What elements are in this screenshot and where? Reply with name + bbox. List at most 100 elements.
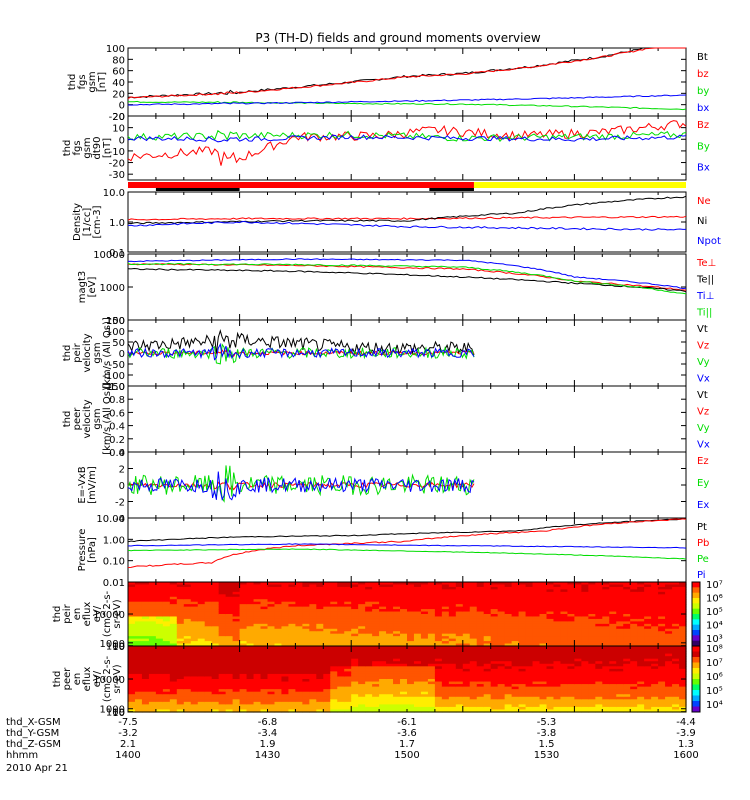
heatmap-cell [232,611,241,615]
heatmap-cell [455,636,464,640]
heatmap-cell [637,604,645,608]
heatmap-cell [546,679,555,683]
heatmap-cell [372,656,380,660]
heatmap-cell [511,648,520,652]
heatmap-cell [560,586,569,590]
heatmap-cell [211,636,220,640]
heatmap-cell [588,621,596,625]
heatmap-cell [413,614,422,618]
heatmap-cell [211,618,220,622]
heatmap-cell [665,628,673,632]
heatmap-cell [393,671,401,675]
heatmap-cell [351,696,359,700]
heatmap-cell [372,679,380,683]
heatmap-cell [365,696,373,700]
heatmap-cell [337,666,345,670]
heatmap-cell [476,599,485,603]
heatmap-cell [148,651,157,655]
heatmap-cell [274,599,283,603]
heatmap-cell [574,628,582,632]
heatmap-cell [658,582,666,586]
heatmap-cell [427,696,436,700]
heatmap-cell [309,701,317,705]
heatmap-cell [246,671,255,675]
heatmap-cell [386,646,394,650]
heatmap-cell [637,686,645,690]
heatmap-cell [295,582,303,586]
heatmap-cell [211,631,220,635]
y-axis-label-line: Pressure [77,529,88,572]
heatmap-cell [434,676,443,680]
heatmap-cell [539,591,548,595]
heatmap-cell [546,584,555,588]
heatmap-cell [553,636,562,640]
heatmap-cell [309,668,317,672]
heatmap-cell [483,594,492,598]
heatmap-cell [190,696,199,700]
heatmap-cell [148,666,157,670]
heatmap-cell [141,616,150,620]
legend-entry: Te⊥ [696,258,716,269]
heatmap-cell [246,631,255,635]
heatmap-cell [434,648,443,652]
heatmap-cell [560,614,569,618]
heatmap-cell [532,684,541,688]
heatmap-cell [476,681,485,685]
heatmap-cell [302,691,310,695]
heatmap-cell [532,658,541,662]
heatmap-cell [658,656,666,660]
heatmap-cell [574,638,582,642]
ephemeris-value: -3.9 [676,728,696,739]
colorbar-segment [692,635,700,642]
heatmap-cell [232,601,241,605]
legend-entry: Vy [697,357,710,368]
heatmap-cell [602,709,610,713]
heatmap-cell [295,594,303,598]
legend-entry: Ti|| [696,308,712,319]
heatmap-cell [427,616,436,620]
heatmap-cell [448,666,457,670]
heatmap-cell [560,621,569,625]
heatmap-cell [644,689,652,693]
heatmap-cell [330,604,338,608]
heatmap-cell [372,694,380,698]
heatmap-cell [197,686,206,690]
heatmap-cell [197,638,206,642]
heatmap-cell [469,609,478,613]
heatmap-cell [176,616,185,620]
heatmap-cell [253,694,262,698]
heatmap-cell [288,656,296,660]
heatmap-cell [323,666,331,670]
heatmap-cell [393,699,401,703]
heatmap-cell [616,676,624,680]
heatmap-cell [155,594,164,598]
heatmap-cell [330,636,338,640]
heatmap-cell [141,709,150,713]
heatmap-cell [441,709,450,713]
heatmap-cell [588,701,596,705]
heatmap-cell [358,656,366,660]
heatmap-cell [162,709,171,713]
heatmap-cell [504,601,513,605]
heatmap-cell [651,673,659,678]
heatmap-cell [539,701,548,705]
heatmap-cell [553,594,562,598]
heatmap-cell [316,586,324,590]
heatmap-cell [302,684,310,688]
heatmap-cell [609,699,617,703]
heatmap-cell [379,709,387,713]
heatmap-cell [616,709,624,713]
heatmap-cell [574,656,582,660]
heatmap-cell [483,616,492,620]
ephemeris-value: -6.8 [258,717,278,728]
heatmap-cell [665,671,673,675]
heatmap-cell [344,681,352,685]
heatmap-cell [309,631,317,635]
heatmap-cell [330,646,338,650]
heatmap-cell [623,666,631,670]
heatmap-cell [372,584,380,588]
heatmap-cell [602,621,610,625]
heatmap-cell [574,681,582,685]
heatmap-cell [497,668,506,672]
heatmap-cell [232,616,241,620]
